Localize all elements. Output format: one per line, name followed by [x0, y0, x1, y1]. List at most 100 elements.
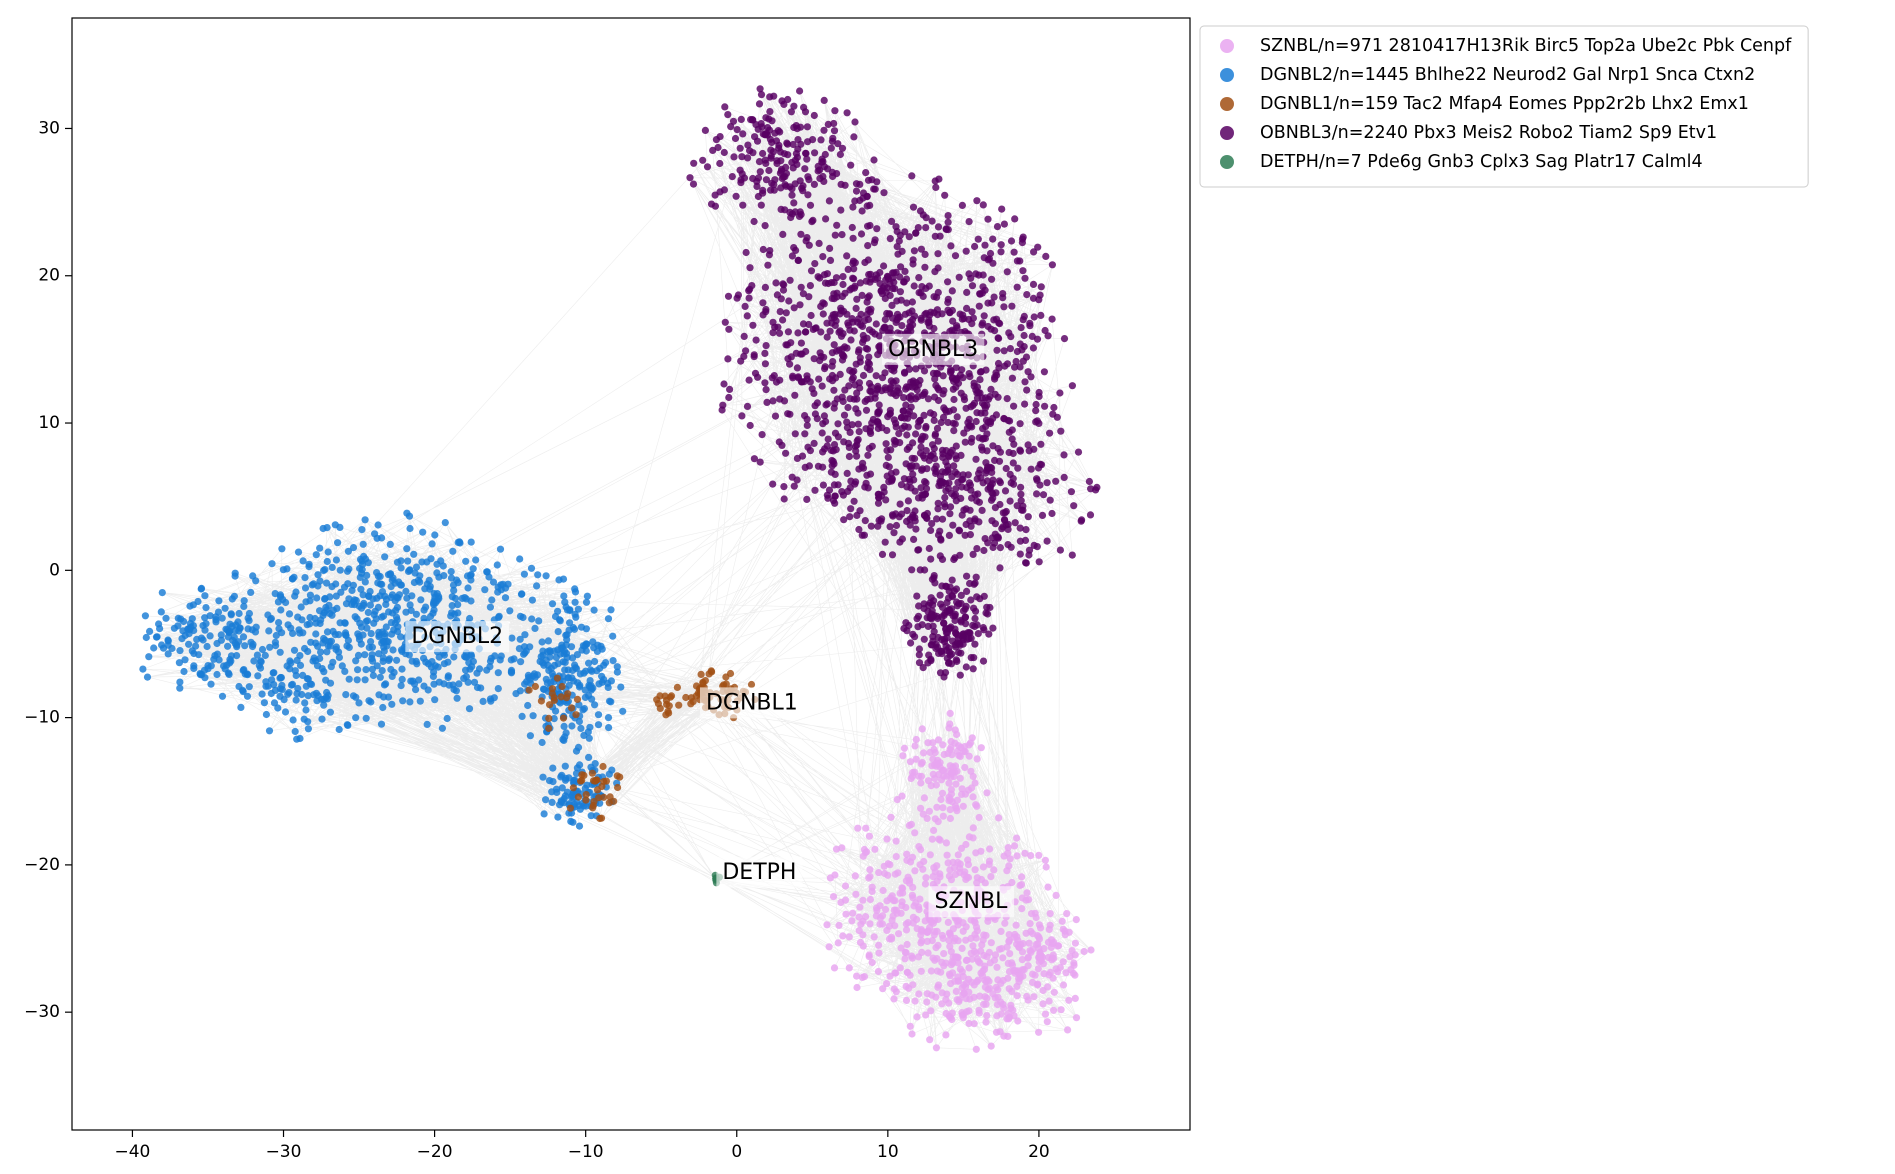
- data-point: [542, 796, 550, 804]
- data-point: [224, 642, 232, 650]
- data-point: [301, 699, 309, 707]
- data-point: [298, 690, 306, 699]
- data-point: [962, 936, 970, 944]
- data-point: [740, 332, 748, 340]
- data-point: [966, 531, 975, 539]
- data-point: [920, 794, 929, 802]
- data-point: [559, 658, 567, 666]
- data-point: [270, 699, 279, 707]
- data-point: [791, 391, 799, 399]
- data-point: [915, 546, 923, 554]
- data-point: [323, 628, 332, 636]
- data-point: [948, 1015, 956, 1024]
- data-point: [233, 641, 241, 649]
- data-point: [549, 764, 557, 772]
- data-point: [725, 393, 733, 402]
- data-point: [882, 905, 890, 914]
- data-point: [784, 95, 792, 104]
- data-point: [1010, 402, 1018, 410]
- data-point: [450, 586, 458, 595]
- data-point: [991, 951, 1000, 959]
- data-point: [215, 597, 223, 605]
- data-point: [607, 606, 615, 614]
- data-point: [176, 647, 184, 655]
- data-point: [766, 247, 774, 255]
- data-point: [765, 126, 774, 134]
- data-point: [419, 528, 427, 536]
- data-point: [856, 180, 864, 188]
- data-point: [772, 279, 780, 287]
- x-tick-label: −10: [568, 1142, 604, 1162]
- data-point: [902, 401, 910, 409]
- data-point: [903, 445, 911, 453]
- data-point: [858, 207, 866, 215]
- data-point: [591, 760, 599, 768]
- data-point: [908, 566, 916, 574]
- data-point: [1017, 483, 1025, 491]
- data-point: [934, 223, 943, 231]
- data-point: [980, 546, 988, 555]
- data-point: [357, 585, 365, 593]
- data-point: [1046, 910, 1054, 918]
- data-point: [783, 139, 791, 147]
- data-point: [973, 197, 981, 205]
- x-tick-label: 10: [877, 1142, 899, 1162]
- data-point: [986, 603, 994, 612]
- data-point: [342, 600, 351, 608]
- data-point: [861, 517, 869, 525]
- data-point: [962, 663, 970, 671]
- data-point: [952, 497, 960, 505]
- data-point: [410, 550, 418, 558]
- data-point: [997, 248, 1005, 256]
- data-point: [319, 524, 327, 533]
- data-point: [241, 642, 249, 650]
- data-point: [875, 949, 883, 957]
- data-point: [932, 462, 940, 470]
- data-point: [909, 260, 917, 268]
- data-point: [872, 320, 880, 328]
- data-point: [558, 641, 566, 649]
- data-point: [828, 137, 837, 145]
- data-point: [933, 424, 942, 432]
- data-point: [217, 636, 225, 644]
- data-point: [931, 268, 939, 276]
- data-point: [901, 310, 910, 318]
- data-point: [996, 544, 1005, 552]
- series-sznbl-points: [823, 709, 1095, 1053]
- data-point: [963, 288, 971, 296]
- data-point: [534, 571, 542, 579]
- data-point: [921, 433, 929, 441]
- data-point: [1056, 389, 1064, 397]
- data-point: [759, 130, 767, 138]
- data-point: [929, 739, 937, 747]
- data-point: [957, 844, 966, 853]
- data-point: [701, 126, 710, 134]
- data-point: [951, 726, 959, 734]
- data-point: [1026, 920, 1034, 928]
- data-point: [569, 654, 577, 662]
- data-point: [842, 910, 850, 918]
- data-point: [899, 407, 908, 415]
- data-point: [821, 150, 829, 159]
- data-point: [926, 311, 934, 319]
- data-point: [416, 578, 424, 586]
- data-point: [905, 984, 913, 992]
- data-point: [1035, 921, 1043, 929]
- data-point: [840, 438, 848, 446]
- data-point: [1006, 950, 1014, 958]
- data-point: [537, 697, 546, 705]
- data-point: [1012, 357, 1020, 366]
- data-point: [824, 494, 832, 502]
- data-point: [356, 573, 364, 582]
- data-point: [176, 684, 184, 692]
- data-point: [786, 360, 794, 368]
- data-point: [944, 278, 952, 286]
- data-point: [1050, 988, 1058, 996]
- data-point: [962, 602, 970, 611]
- data-point: [304, 675, 312, 683]
- data-point: [996, 564, 1004, 572]
- data-point: [699, 156, 707, 164]
- data-point: [956, 774, 964, 782]
- data-point: [853, 437, 861, 445]
- data-point: [1003, 268, 1011, 276]
